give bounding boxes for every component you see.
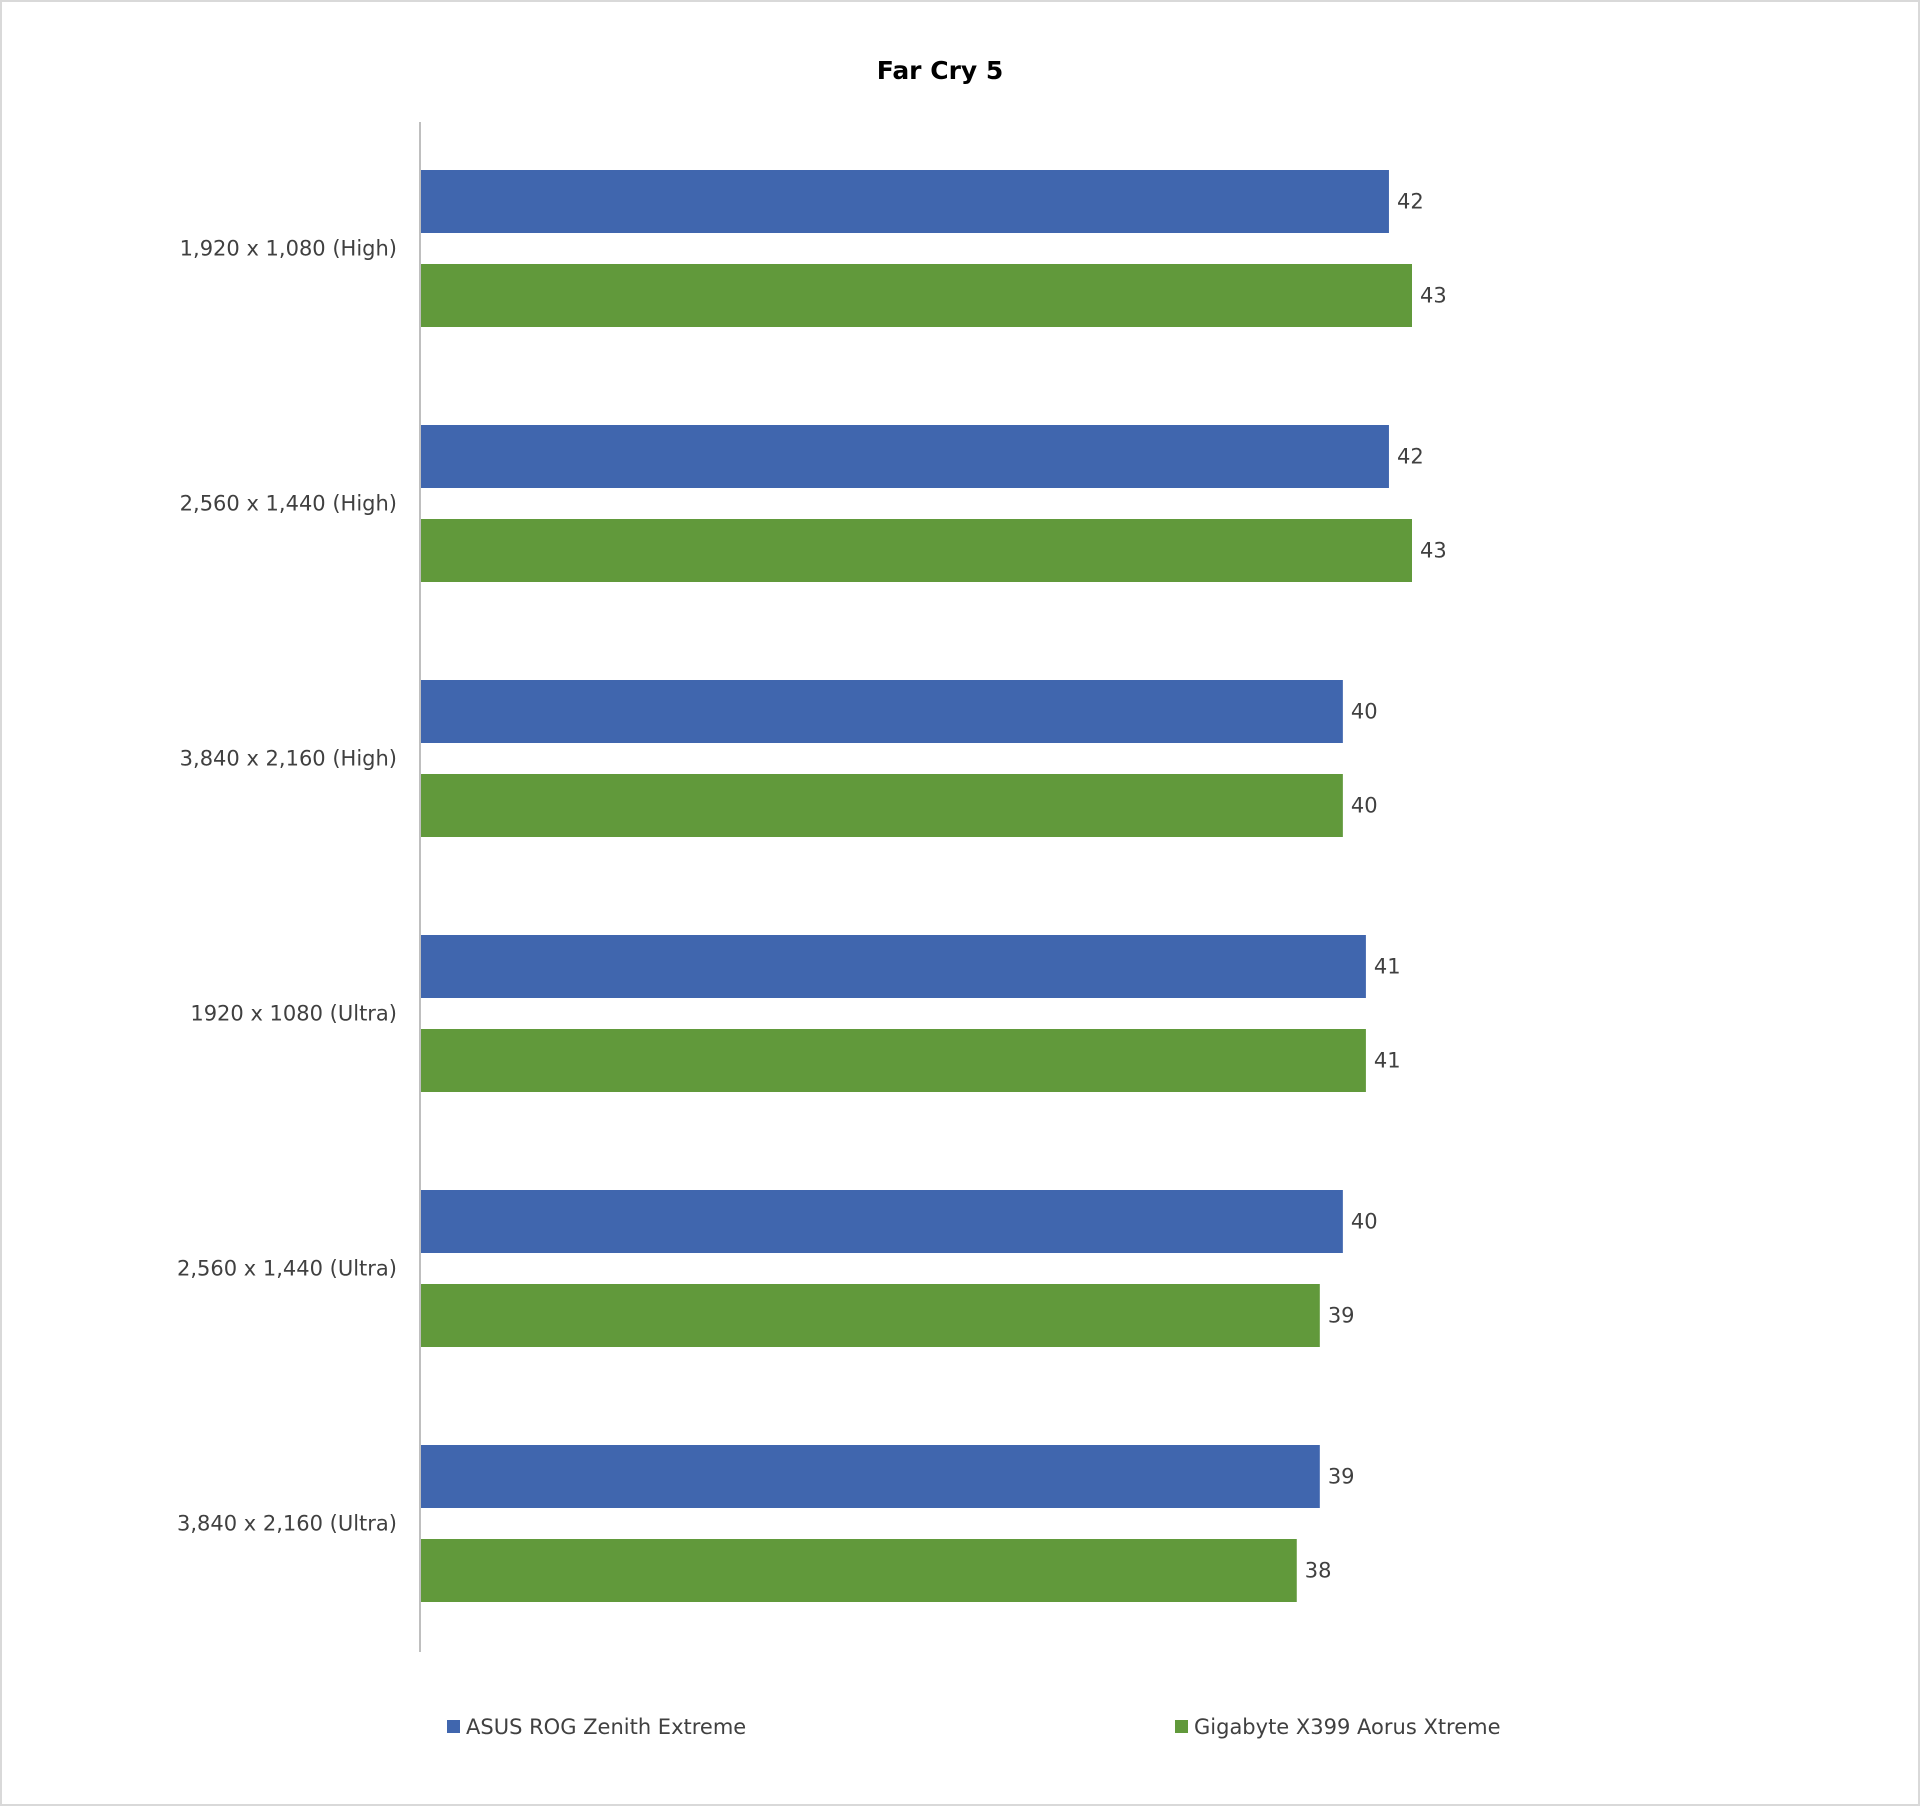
category-label: 1920 x 1080 (Ultra) bbox=[190, 1002, 397, 1026]
data-label: 41 bbox=[1374, 1049, 1401, 1073]
legend: ASUS ROG Zenith Extreme Gigabyte X399 Aor… bbox=[447, 1715, 1501, 1739]
data-label: 39 bbox=[1328, 1465, 1355, 1489]
legend-label: Gigabyte X399 Aorus Xtreme bbox=[1194, 1715, 1501, 1739]
legend-label: ASUS ROG Zenith Extreme bbox=[466, 1715, 746, 1739]
bar bbox=[421, 1284, 1320, 1347]
bar bbox=[421, 519, 1412, 582]
legend-swatch bbox=[1175, 1720, 1188, 1733]
bar bbox=[421, 170, 1389, 233]
data-label: 43 bbox=[1420, 539, 1447, 563]
legend-swatch bbox=[447, 1720, 460, 1733]
data-label: 40 bbox=[1351, 700, 1378, 724]
data-label: 40 bbox=[1351, 1210, 1378, 1234]
data-label: 42 bbox=[1397, 445, 1424, 469]
bar bbox=[421, 1029, 1366, 1092]
data-label: 38 bbox=[1305, 1559, 1332, 1583]
bar bbox=[421, 1539, 1297, 1602]
chart-title: Far Cry 5 bbox=[877, 56, 1004, 85]
category-label: 2,560 x 1,440 (High) bbox=[180, 492, 397, 516]
data-label: 42 bbox=[1397, 190, 1424, 214]
bar bbox=[421, 1190, 1343, 1253]
bar bbox=[421, 264, 1412, 327]
bar bbox=[421, 680, 1343, 743]
bar bbox=[421, 935, 1366, 998]
data-label: 40 bbox=[1351, 794, 1378, 818]
data-label: 41 bbox=[1374, 955, 1401, 979]
bar bbox=[421, 774, 1343, 837]
category-label: 2,560 x 1,440 (Ultra) bbox=[177, 1257, 397, 1281]
data-label: 39 bbox=[1328, 1304, 1355, 1328]
bar bbox=[421, 1445, 1320, 1508]
data-label: 43 bbox=[1420, 284, 1447, 308]
bar bbox=[421, 425, 1389, 488]
category-label: 1,920 x 1,080 (High) bbox=[180, 237, 397, 261]
category-label: 3,840 x 2,160 (High) bbox=[180, 747, 397, 771]
bars-group: 1,920 x 1,080 (High) 42 43 2,560 x 1,440 (H… bbox=[177, 170, 1447, 1602]
category-label: 3,840 x 2,160 (Ultra) bbox=[177, 1512, 397, 1536]
